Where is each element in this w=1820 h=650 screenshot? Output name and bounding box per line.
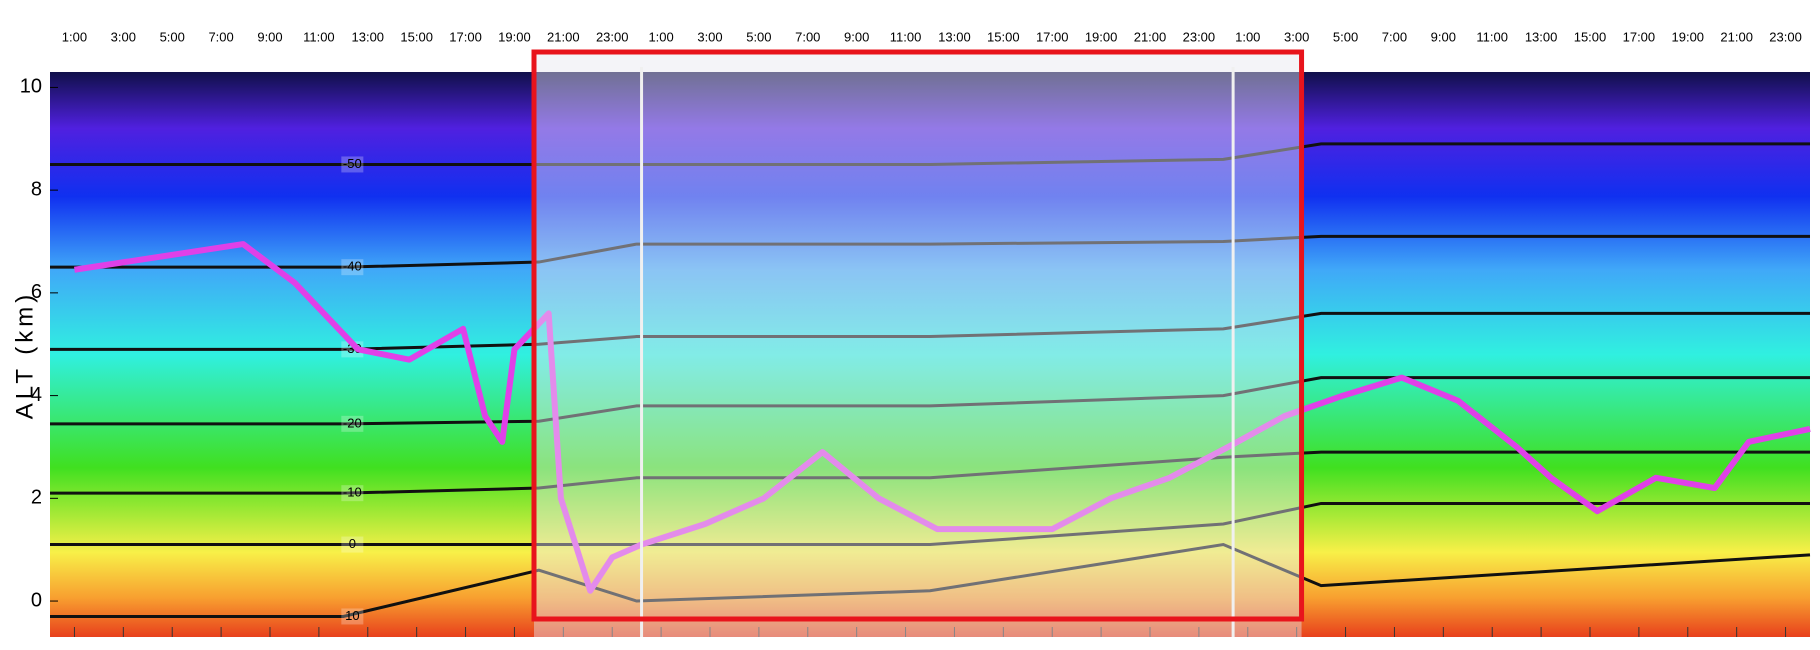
x-tick-label: 17:00 <box>1036 29 1069 44</box>
x-tick-label: 15:00 <box>400 29 433 44</box>
x-tick-label: 23:00 <box>1769 29 1802 44</box>
x-tick-label: 15:00 <box>987 29 1020 44</box>
x-tick-label: 5:00 <box>746 29 771 44</box>
contour-line <box>50 501 1810 547</box>
contour-label: -20 <box>343 415 362 430</box>
x-tick-label: 11:00 <box>303 29 335 44</box>
x-tick-label: 1:00 <box>648 29 673 44</box>
x-tick-label: 3:00 <box>111 29 136 44</box>
x-tick-label: 7:00 <box>795 29 820 44</box>
x-tick-label: 3:00 <box>697 29 722 44</box>
contour-label-bg <box>341 485 364 502</box>
y-tick-label: 0 <box>31 589 42 611</box>
x-tick-label: 3:00 <box>1284 29 1309 44</box>
x-tick-label: 15:00 <box>1574 29 1607 44</box>
contour-line <box>50 234 1810 269</box>
contour-line <box>50 311 1810 351</box>
x-tick-label: 9:00 <box>844 29 869 44</box>
contour-label: -50 <box>343 156 362 171</box>
contour-label-bg <box>341 259 364 276</box>
x-tick-label: 1:00 <box>62 29 87 44</box>
y-tick-label: 2 <box>31 487 42 509</box>
highlight-box <box>531 49 1305 622</box>
contour-label-bg <box>341 608 364 625</box>
x-tick-label: 11:00 <box>890 29 922 44</box>
contour-label: -10 <box>343 485 362 500</box>
contour-label: 10 <box>345 608 359 623</box>
y-tick-label: 4 <box>31 384 42 406</box>
x-tick-label: 13:00 <box>352 29 385 44</box>
contour-line <box>50 142 1810 166</box>
x-tick-label: 9:00 <box>257 29 282 44</box>
x-tick-label: 11:00 <box>1476 29 1508 44</box>
y-tick-label: 10 <box>20 76 42 98</box>
x-tick-label: 1:00 <box>1235 29 1260 44</box>
contour-label-bg <box>341 415 364 432</box>
series-line <box>73 241 1811 594</box>
x-tick-label: 23:00 <box>1183 29 1216 44</box>
y-tick-label: 6 <box>31 281 42 303</box>
plot-background <box>50 72 1810 637</box>
x-tick-label: 21:00 <box>547 29 580 44</box>
x-tick-label: 19:00 <box>1085 29 1118 44</box>
contour-label: 0 <box>349 536 356 551</box>
x-tick-label: 23:00 <box>596 29 629 44</box>
x-tick-label: 17:00 <box>1623 29 1656 44</box>
contour-line <box>50 542 1811 618</box>
x-tick-label: 21:00 <box>1720 29 1753 44</box>
contour-label-bg <box>341 536 364 553</box>
highlight-overlay <box>534 52 1302 637</box>
x-tick-label: 7:00 <box>1382 29 1407 44</box>
x-tick-label: 21:00 <box>1134 29 1167 44</box>
x-tick-label: 5:00 <box>160 29 185 44</box>
contour-label-bg <box>341 156 364 173</box>
x-tick-label: 17:00 <box>449 29 482 44</box>
x-tick-label: 19:00 <box>498 29 531 44</box>
x-tick-label: 9:00 <box>1431 29 1456 44</box>
contour-label: -40 <box>343 259 362 274</box>
x-tick-label: 19:00 <box>1672 29 1705 44</box>
contour-line <box>50 450 1810 495</box>
x-tick-label: 13:00 <box>1525 29 1558 44</box>
y-tick-label: 8 <box>31 178 42 200</box>
x-tick-label: 7:00 <box>208 29 233 44</box>
x-tick-label: 5:00 <box>1333 29 1358 44</box>
contour-line <box>50 376 1810 426</box>
x-tick-label: 13:00 <box>938 29 971 44</box>
y-axis-label: ALT (km) <box>11 291 38 419</box>
